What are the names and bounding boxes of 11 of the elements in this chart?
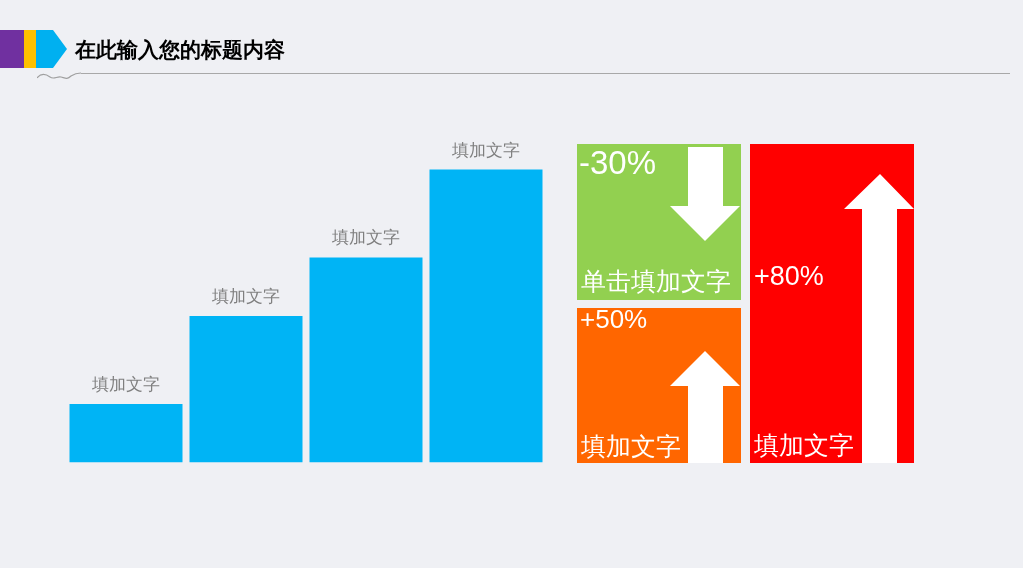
bar (189, 316, 303, 463)
bar (69, 403, 183, 463)
text: -30% (579, 144, 657, 181)
text: 单击填加文字 (581, 267, 731, 295)
bar (429, 169, 543, 463)
chart-title: 在此输入您的标题内容 (75, 38, 285, 62)
text: +80% (754, 261, 824, 291)
bar (309, 257, 423, 463)
text: 填加文字 (581, 432, 681, 460)
text: +50% (580, 304, 648, 334)
text: 填加文字 (754, 431, 854, 459)
